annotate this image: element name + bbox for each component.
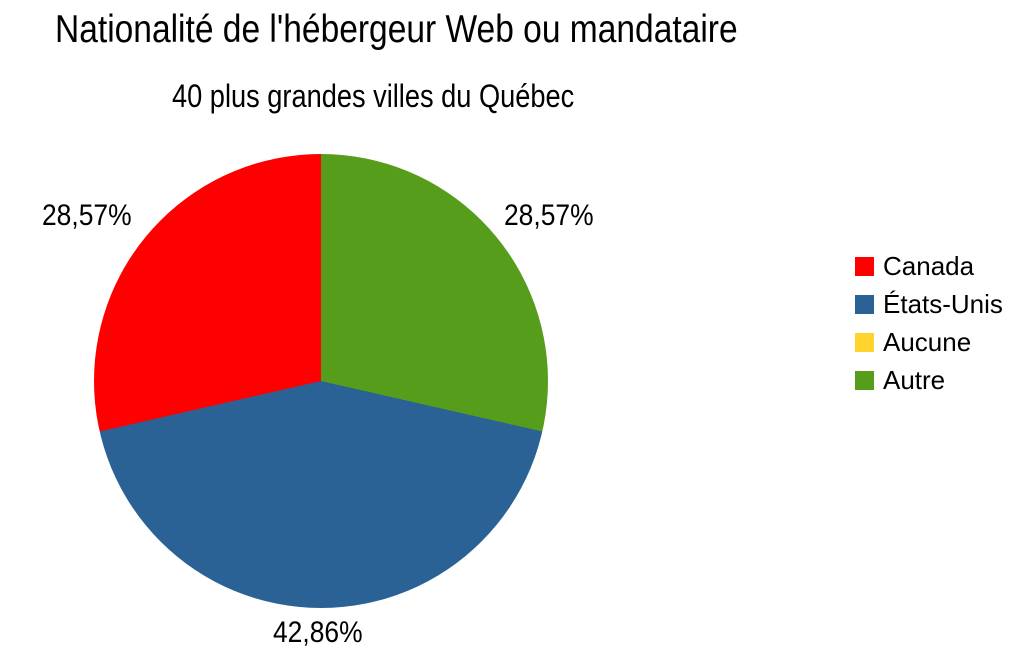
legend-label-aucune: Aucune [883,326,972,357]
legend-label-autre: Autre [883,364,946,395]
legend-item-aucune: Aucune [855,323,1003,361]
slice-label-canada: 28,57% [42,199,132,232]
slice-label-etats-unis: 42,86% [273,616,363,649]
pie [94,154,548,608]
legend-item-canada: Canada [855,247,1003,285]
legend-swatch-canada [855,256,874,276]
legend-swatch-etats-unis [855,294,874,314]
chart-subtitle: 40 plus grandes villes du Québec [172,78,575,114]
slice-label-autre: 28,57% [504,199,594,232]
legend-swatch-aucune [855,332,874,352]
legend-label-canada: Canada [883,250,975,281]
chart-title: Nationalité de l'hébergeur Web ou mandat… [55,8,738,51]
legend-label-etats-unis: États-Unis [883,288,1003,319]
legend-item-etats-unis: États-Unis [855,285,1003,323]
legend-item-autre: Autre [855,361,1003,399]
legend: Canada États-Unis Aucune Autre [855,247,1003,399]
legend-swatch-autre [855,370,874,390]
